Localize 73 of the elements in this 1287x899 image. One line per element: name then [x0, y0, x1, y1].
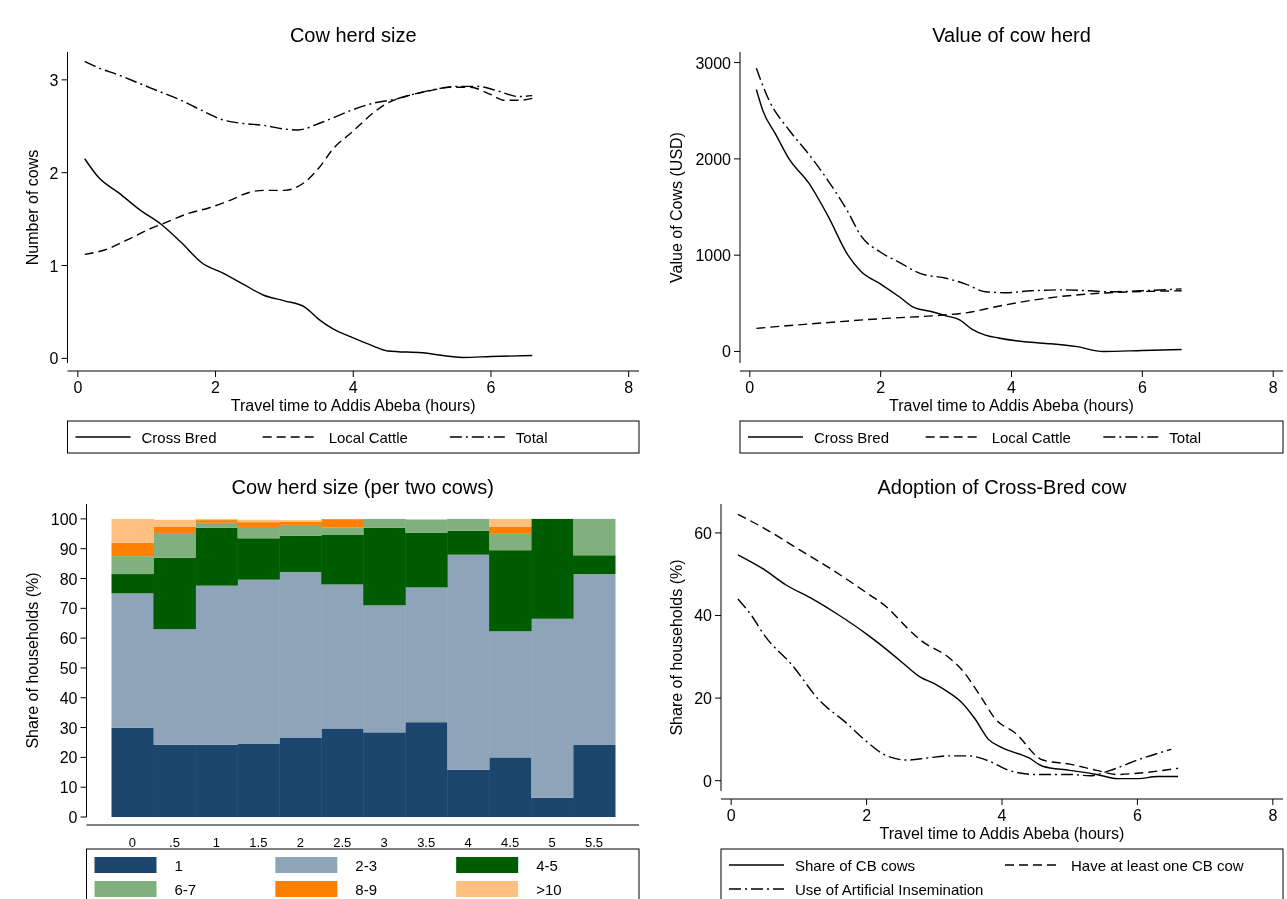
chart-title: Cow herd size: [289, 24, 417, 46]
y-tick-label: 80: [59, 570, 78, 588]
y-axis-title: Share of households (%): [24, 572, 41, 749]
x-tick-label: 5.5: [584, 835, 604, 850]
x-axis-title: Travel time to Addis Abeba (hours): [879, 825, 1125, 842]
legend-label: 6-7: [174, 881, 197, 898]
x-tick-label: 4.5: [501, 835, 520, 850]
x-tick-label: 4: [348, 379, 358, 396]
y-tick-label: 70: [59, 600, 78, 618]
x-tick-label: 6: [1132, 807, 1142, 824]
y-tick-label: 20: [59, 749, 78, 767]
y-tick-label: 3000: [695, 54, 732, 72]
legend-label: Total: [1169, 429, 1202, 446]
legend-label: Share of CB cows: [795, 857, 916, 874]
legend-label: 8-9: [355, 881, 378, 898]
x-tick-label: 3: [380, 835, 388, 850]
x-tick-label: 8: [1268, 807, 1278, 824]
legend-label: Cross Bred: [141, 429, 217, 446]
y-tick-label: 20: [694, 690, 713, 708]
x-tick-label: 2: [862, 807, 872, 824]
y-tick-label: 40: [694, 607, 713, 625]
y-tick-label: 60: [694, 524, 713, 542]
y-tick-label: 40: [59, 689, 78, 707]
y-axis-title: Number of cows: [24, 149, 41, 266]
legend-label: Local Cattle: [991, 429, 1071, 446]
legend-label: >10: [536, 881, 562, 898]
x-axis-title: Travel time to Addis Abeba (hours): [889, 397, 1134, 414]
chart-title: Adoption of Cross-Bred cow: [877, 476, 1128, 498]
x-tick-label: 2: [211, 379, 221, 396]
x-tick-label: 1.5: [249, 835, 268, 850]
y-tick-label: 100: [50, 510, 78, 528]
x-tick-label: 2: [876, 379, 886, 396]
x-tick-label: 8: [1268, 379, 1278, 396]
x-tick-label: 4: [997, 807, 1007, 824]
x-tick-label: 3.5: [417, 835, 436, 850]
x-tick-label: 6: [486, 379, 496, 396]
y-tick-label: 90: [59, 540, 78, 558]
legend-label: Total: [515, 429, 548, 446]
y-tick-label: 50: [59, 659, 78, 677]
x-tick-label: 6: [1137, 379, 1147, 396]
y-tick-label: 0: [722, 343, 732, 361]
y-tick-label: 10: [59, 779, 78, 797]
x-axis-title: Travel time to Addis Abeba (hours): [230, 397, 476, 414]
x-tick-label: 8: [624, 379, 634, 396]
y-tick-label: 1: [49, 257, 59, 275]
y-tick-label: 60: [59, 630, 78, 648]
x-tick-label: 2.5: [333, 835, 352, 850]
y-axis-title: Value of Cows (USD): [668, 132, 685, 283]
x-tick-label: 5: [548, 835, 556, 850]
legend-label: Have at least one CB cow: [1071, 857, 1244, 874]
legend-label: Cross Bred: [814, 429, 890, 446]
legend-label: 1: [174, 857, 183, 874]
legend-label: Use of Artificial Insemination: [795, 881, 984, 898]
x-tick-label: 2: [296, 835, 304, 850]
x-tick-label: .5: [169, 835, 180, 850]
x-tick-label: 1: [212, 835, 221, 850]
chart-title: Cow herd size (per two cows): [231, 476, 494, 498]
legend-label: 4-5: [536, 857, 558, 874]
y-tick-label: 1000: [695, 247, 732, 265]
y-tick-label: 0: [49, 350, 59, 368]
y-tick-label: 0: [703, 772, 713, 790]
x-tick-label: 4: [1007, 379, 1017, 396]
y-axis-title: Share of households (%): [668, 559, 685, 736]
x-tick-label: 4: [464, 835, 472, 850]
legend-label: 2-3: [355, 857, 378, 874]
legend-label: Local Cattle: [328, 429, 408, 446]
x-tick-label: 0: [128, 835, 137, 850]
x-tick-label: 0: [745, 379, 755, 396]
y-tick-label: 3: [49, 71, 59, 89]
y-tick-label: 2000: [695, 150, 732, 168]
chart-title: Value of cow herd: [932, 24, 1091, 46]
y-tick-label: 2: [49, 164, 59, 182]
y-tick-label: 30: [59, 719, 78, 737]
